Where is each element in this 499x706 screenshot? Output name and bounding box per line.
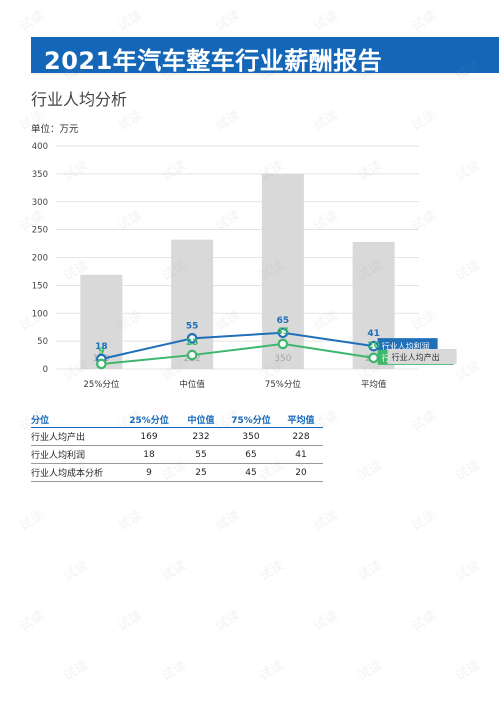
- data-point: [277, 327, 289, 339]
- watermark-text: 试读: [212, 508, 244, 535]
- data-label: 65: [277, 316, 290, 326]
- x-tick-label: 75%分位: [265, 379, 301, 390]
- data-point: [368, 352, 379, 364]
- report-title: 2021年汽车整车行业薪酬报告: [44, 47, 383, 75]
- y-tick-label: 250: [32, 226, 48, 236]
- data-table: 分位 25%分位 中位值 75%分位 平均值 行业人均产出 169 232 35…: [31, 411, 323, 482]
- y-tick-label: 350: [32, 170, 48, 180]
- watermark-text: 试读: [256, 558, 288, 585]
- bar: [80, 274, 123, 369]
- series-tag-bg: [387, 349, 457, 364]
- x-tick-label: 平均值: [361, 379, 387, 390]
- data-point: [186, 349, 198, 361]
- watermark-text: 试读: [354, 558, 386, 585]
- bar-value-label: 350: [274, 354, 291, 364]
- data-point: [277, 338, 289, 350]
- watermark-text: 试读: [16, 608, 48, 635]
- watermark-text: 试读: [310, 608, 342, 635]
- series-line: [101, 342, 374, 365]
- y-tick-label: 300: [32, 198, 48, 208]
- watermark-text: 试读: [60, 658, 92, 685]
- series-tag-label: 行业人均利润: [382, 341, 430, 351]
- x-tick-label: 25%分位: [83, 379, 119, 390]
- table-cell: 350: [223, 427, 279, 446]
- table-row: 行业人均利润 18 55 65 41: [31, 445, 323, 464]
- table-header-cell: 平均值: [279, 411, 323, 428]
- table-header-cell: 分位: [31, 411, 119, 428]
- data-label: 20: [367, 341, 380, 351]
- table-header-cell: 中位值: [179, 411, 223, 428]
- table-header-cell: 75%分位: [223, 411, 279, 428]
- watermark-text: 试读: [452, 458, 484, 485]
- watermark-text: 试读: [256, 658, 288, 685]
- table-header-cell: 25%分位: [119, 411, 179, 428]
- x-tick-label: 中位值: [179, 379, 205, 390]
- watermark-text: 试读: [408, 608, 440, 635]
- data-label: 41: [367, 329, 380, 339]
- y-tick-label: 200: [32, 254, 48, 264]
- header-bar: 2021年汽车整车行业薪酬报告: [31, 37, 468, 75]
- table-cell: 行业人均成本分析: [31, 463, 119, 482]
- data-label: 55: [186, 321, 199, 331]
- y-tick-label: 100: [32, 309, 48, 319]
- watermark-text: 试读: [408, 408, 440, 435]
- data-label: 25: [186, 338, 199, 348]
- watermark-text: 试读: [60, 558, 92, 585]
- y-tick-label: 50: [37, 337, 48, 347]
- data-label: 18: [95, 342, 108, 352]
- section-subtitle: 行业人均分析: [31, 90, 128, 109]
- chart-area: 05010015020025030035040016923235022825%分…: [32, 142, 457, 390]
- table-cell: 18: [119, 445, 179, 464]
- data-label: 9: [98, 347, 104, 357]
- table-cell: 65: [223, 445, 279, 464]
- watermark-text: 试读: [158, 558, 190, 585]
- table-cell: 9: [119, 463, 179, 482]
- watermark-text: 试读: [452, 558, 484, 585]
- watermark-text: 试读: [408, 508, 440, 535]
- y-tick-label: 150: [32, 281, 48, 291]
- watermark-text: 试读: [114, 508, 146, 535]
- table-cell: 行业人均利润: [31, 445, 119, 464]
- data-point: [96, 358, 107, 370]
- data-point: [186, 333, 198, 344]
- table-cell: 25: [179, 463, 223, 482]
- series-tag-label: 行业人均产出: [392, 352, 440, 362]
- header-bar-tail: [468, 37, 499, 73]
- table-cell: 行业人均产出: [31, 427, 119, 446]
- table-cell: 55: [179, 445, 223, 464]
- table-cell: 45: [223, 463, 279, 482]
- watermark-text: 试读: [354, 458, 386, 485]
- table-cell: 169: [119, 427, 179, 446]
- table-cell: 228: [279, 427, 323, 446]
- series-line: [101, 331, 374, 360]
- data-label: 45: [277, 327, 290, 337]
- table-row: 行业人均产出 169 232 350 228: [31, 427, 323, 446]
- table-row: 行业人均成本分析 9 25 45 20: [31, 463, 323, 482]
- y-tick-label: 0: [43, 365, 48, 375]
- watermark-text: 试读: [354, 658, 386, 685]
- y-tick-label: 400: [32, 142, 48, 152]
- watermark-text: 试读: [158, 658, 190, 685]
- watermark-text: 试读: [212, 608, 244, 635]
- table-cell: 41: [279, 445, 323, 464]
- table-header-row: 分位 25%分位 中位值 75%分位 平均值: [31, 411, 323, 428]
- unit-label: 单位：万元: [31, 124, 79, 135]
- watermark-text: 试读: [114, 608, 146, 635]
- watermark-text: 试读: [16, 508, 48, 535]
- watermark-text: 试读: [310, 508, 342, 535]
- watermark-text: 试读: [452, 658, 484, 685]
- table-cell: 232: [179, 427, 223, 446]
- table-cell: 20: [279, 463, 323, 482]
- bar: [171, 239, 214, 369]
